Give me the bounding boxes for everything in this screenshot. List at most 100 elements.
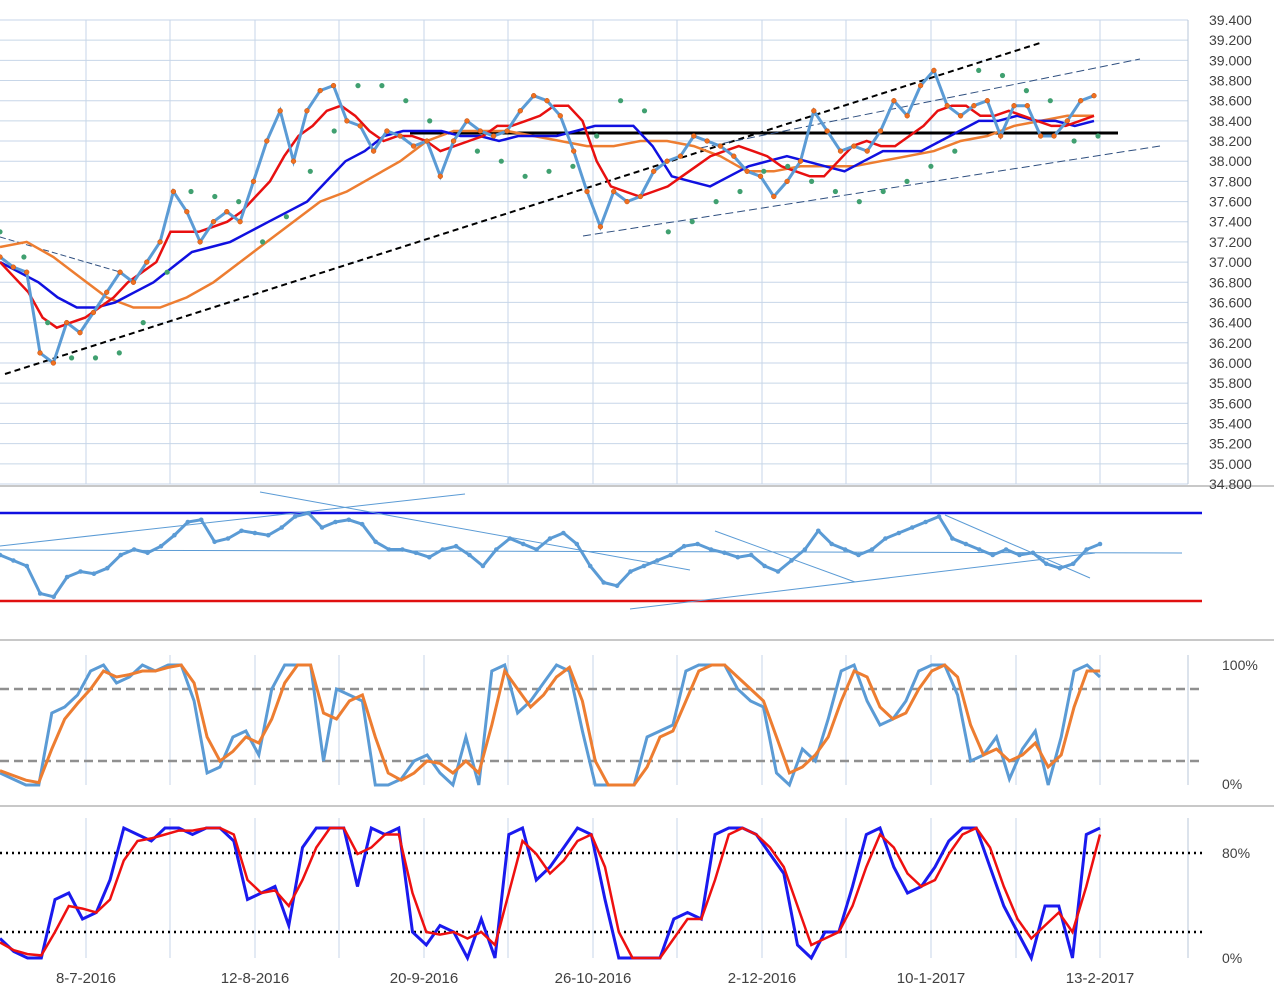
sar-dot [92,355,99,361]
price-line [0,67,1095,366]
price-marker [837,148,844,154]
oscillator-marker [802,547,808,552]
price-marker [1024,103,1030,109]
price-marker [464,118,470,124]
oscillator-marker [534,547,539,552]
price-marker [917,82,924,89]
oscillator-marker [306,510,311,516]
oscillator-marker [668,552,673,558]
oscillator-marker [574,541,580,547]
sar-dot [236,199,242,205]
price-marker [971,103,977,109]
price-marker [157,239,163,245]
sar-dot [713,199,719,205]
oscillator-marker [816,528,821,534]
price-marker [797,158,804,164]
price-marker [437,173,443,179]
oscillator-marker [413,550,419,556]
oscillator-marker [856,552,861,558]
sar-dot [809,178,815,184]
sar-dot [594,133,600,139]
price-marker [584,188,590,195]
oscillator-marker [896,530,902,536]
sar-dot [69,355,75,361]
oscillator-marker [735,554,741,560]
oscillator-marker [507,536,513,541]
price-marker [144,259,150,265]
oscillator-marker [105,565,110,571]
price-marker [344,118,350,124]
oscillator-marker [64,574,70,580]
oscillator-marker [467,552,472,558]
channel-upper-line [699,58,1141,149]
oscillator-marker [883,536,888,541]
oscillator-marker [359,521,365,527]
tick-labels: 39.400 39.200 39.000 38.800 38.600 38.400 38.2… [56,12,1258,987]
oscillator-marker [494,547,499,552]
price-marker [757,173,764,179]
price-marker [24,269,30,275]
oscillator-marker [842,547,848,552]
price-ytick-label: 36.000 [1209,355,1252,371]
price-marker [477,128,483,134]
price-ytick-label: 38.200 [1209,133,1252,149]
price-ytick-label: 35.400 [1209,415,1252,431]
oscillator-marker [561,530,566,536]
price-marker [1037,133,1044,139]
price-marker [864,148,870,154]
support-trendline [4,42,1041,375]
price-marker [557,113,563,119]
price-marker [250,178,257,185]
price-marker [184,209,190,215]
price-marker [891,98,897,104]
oscillator-marker [1030,550,1036,556]
oscillator-marker [212,539,217,545]
price-marker [424,138,430,144]
oscillator-marker [789,558,794,563]
sar-dot [880,188,886,195]
price-marker [544,98,550,104]
price-marker [624,198,630,205]
stoch2-d-line [0,826,1102,960]
x-tick-label: 20-9-2016 [390,970,458,987]
osc-trend-4 [714,530,856,583]
price-marker [851,143,857,149]
price-ytick-label: 37.800 [1209,173,1252,189]
oscillator-marker [319,525,325,530]
sar-dot [570,163,576,169]
oscillator-marker [601,580,606,585]
price-marker [1078,98,1084,104]
price-ytick-label: 36.200 [1209,335,1252,351]
price-marker [37,350,43,356]
sar-dot [689,219,695,225]
price-ytick-label: 38.800 [1209,73,1252,89]
sar-dot [1095,133,1101,139]
stoch1-ytick-label: 0% [1222,776,1242,792]
oscillator-marker [695,541,700,547]
oscillator-marker [0,552,3,558]
price-marker [531,93,537,99]
oscillator-marker [963,541,969,547]
price-marker [490,133,497,139]
price-marker [611,188,617,195]
sar-dot [212,193,218,200]
price-ytick-label: 35.600 [1209,395,1252,411]
oscillator-marker [641,563,647,569]
ma-short-line [0,104,1095,330]
oscillator-marker [252,530,258,536]
price-marker [10,264,16,270]
price-marker [1011,103,1017,109]
price-ytick-label: 39.200 [1209,32,1252,48]
oscillator-marker [480,563,486,569]
price-marker [264,138,270,144]
price-marker [170,188,177,195]
sar-dot [116,350,122,356]
x-tick-label: 10-1-2017 [897,970,965,987]
price-marker [410,143,417,149]
sar-dot [260,239,266,245]
x-tick-label: 12-8-2016 [221,970,289,987]
sar-dot [952,148,958,154]
stoch2-k-line [0,825,1101,963]
